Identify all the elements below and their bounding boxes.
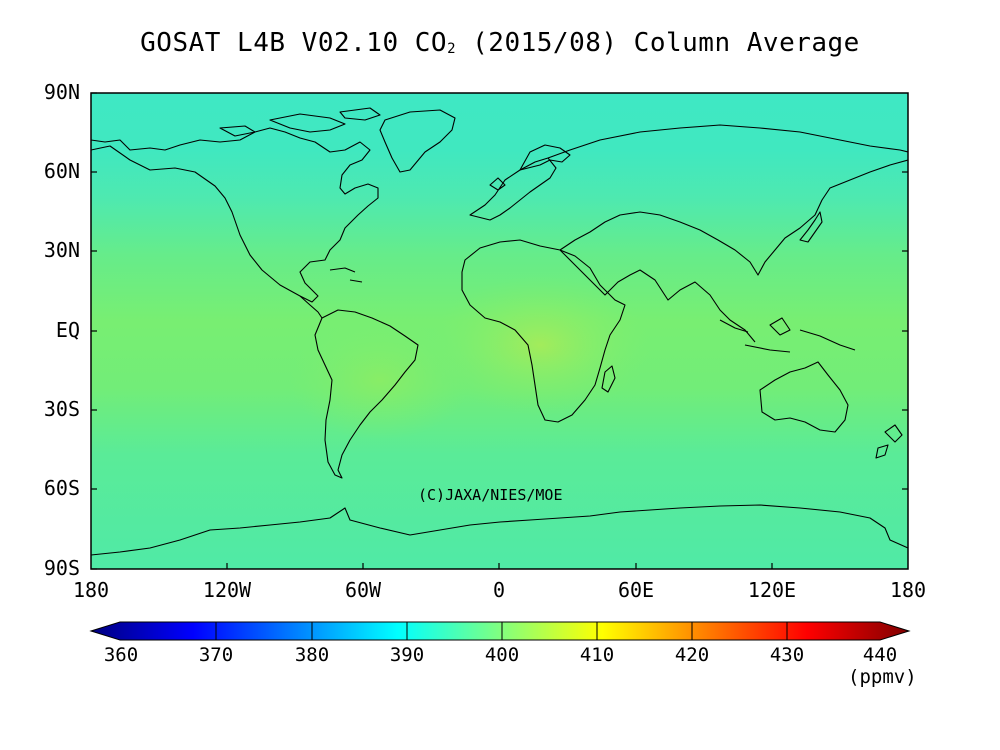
- map-title: GOSAT L4B V02.10 CO2 (2015/08) Column Av…: [0, 28, 1000, 58]
- lon-label-180w: 180: [72, 578, 110, 602]
- title-suffix: (2015/08) Column Average: [456, 28, 860, 58]
- north-america-coast: [91, 127, 379, 303]
- japan-coast: [799, 211, 823, 243]
- colorbar-label-360: 360: [103, 644, 139, 666]
- madagascar-coast: [601, 365, 616, 393]
- colorbar-ticks: [215, 622, 788, 640]
- lat-label-90n: 90N: [43, 80, 80, 104]
- lon-label-120w: 120W: [202, 578, 252, 602]
- antarctica-coast: [91, 504, 908, 556]
- colorbar-unit: (ppmv): [848, 666, 917, 688]
- lat-label-30n: 30N: [43, 238, 80, 262]
- map-ticks: [91, 92, 908, 570]
- arctic-islands: [219, 107, 381, 137]
- lat-label-30s: 30S: [43, 397, 80, 421]
- colorbar-label-430: 430: [769, 644, 805, 666]
- lon-label-60e: 60E: [617, 578, 655, 602]
- lon-label-60w: 60W: [344, 578, 382, 602]
- australia-coast: [759, 361, 849, 433]
- title-subscript: 2: [447, 41, 456, 57]
- amazon-hotspot: [290, 320, 470, 440]
- copyright-notice: (C)JAXA/NIES/MOE: [418, 486, 563, 504]
- colorbar-label-410: 410: [579, 644, 615, 666]
- colorbar-label-380: 380: [294, 644, 330, 666]
- colorbar: [89, 621, 911, 641]
- colorbar-label-370: 370: [198, 644, 234, 666]
- lat-label-90s: 90S: [43, 556, 80, 580]
- greenland-coast: [379, 109, 456, 173]
- lon-label-120e: 120E: [747, 578, 797, 602]
- colorbar-label-390: 390: [389, 644, 425, 666]
- asia-coast: [547, 124, 908, 343]
- lon-label-180e: 180: [889, 578, 927, 602]
- colorbar-label-400: 400: [484, 644, 520, 666]
- lat-label-60s: 60S: [43, 476, 80, 500]
- scandinavia-coast: [519, 144, 571, 171]
- caribbean-coast: [299, 267, 363, 319]
- colorbar-label-420: 420: [674, 644, 710, 666]
- south-america-coast: [314, 309, 419, 479]
- lat-label-eq: EQ: [55, 318, 80, 342]
- europe-coast: [469, 157, 557, 221]
- lat-label-60n: 60N: [43, 159, 80, 183]
- indonesia-coast: [719, 317, 856, 353]
- coastlines: [91, 107, 908, 556]
- lon-label-0: 0: [492, 578, 506, 602]
- new-zealand-coast: [875, 424, 903, 459]
- colorbar-label-440: 440: [862, 644, 898, 666]
- title-main: GOSAT L4B V02.10 CO: [140, 28, 448, 58]
- africa-hotspot: [430, 275, 650, 415]
